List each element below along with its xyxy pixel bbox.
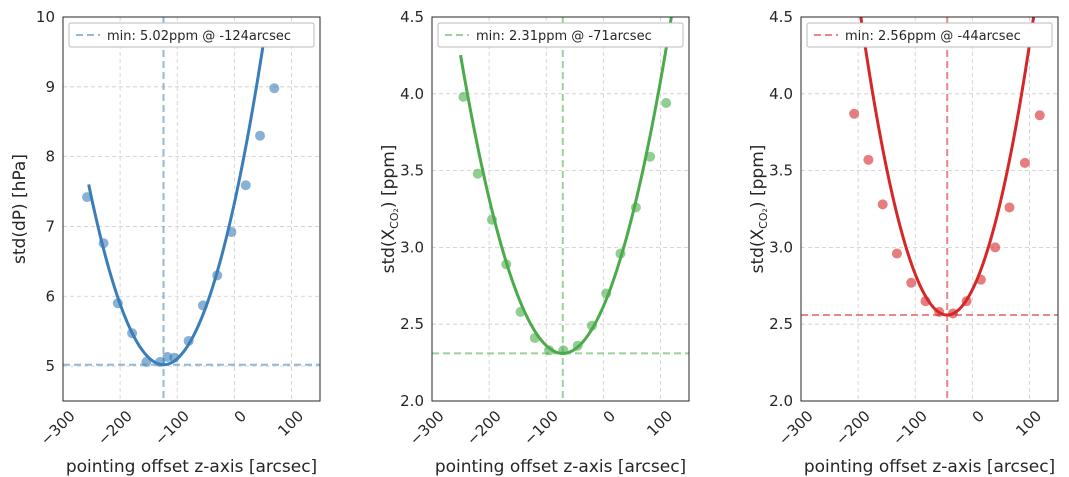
y-axis-title: std(dP) [hPa] bbox=[10, 154, 30, 264]
fit-curve bbox=[87, 31, 267, 367]
y-axis-title-main: std(dP) [hPa] bbox=[10, 154, 30, 264]
data-point bbox=[990, 242, 1001, 253]
y-axis-title-subscript: CO₂ bbox=[388, 208, 401, 229]
data-point bbox=[906, 277, 917, 288]
legend-box bbox=[437, 22, 684, 48]
legend-box bbox=[68, 22, 315, 48]
data-point bbox=[1019, 157, 1030, 168]
y-axis-title-suffix: ) [ppm] bbox=[748, 145, 768, 208]
y-axis-title-suffix: ) [ppm] bbox=[379, 145, 399, 208]
x-tick-label: 0 bbox=[969, 407, 988, 426]
legend-box bbox=[806, 22, 1053, 48]
y-tick-label: 2.0 bbox=[769, 392, 793, 410]
y-tick-label: 4.5 bbox=[400, 8, 424, 26]
y-tick-label: 2.5 bbox=[769, 315, 793, 333]
x-tick-label: −300 bbox=[37, 407, 79, 449]
plot-area bbox=[432, 17, 689, 401]
axes-frame bbox=[431, 16, 690, 402]
data-point bbox=[255, 130, 266, 141]
y-tick-label: 4.0 bbox=[400, 85, 424, 103]
x-tick-label: −300 bbox=[406, 407, 448, 449]
x-axis-title: pointing offset z-axis [arcsec] bbox=[66, 457, 317, 477]
y-tick-label: 9 bbox=[45, 78, 55, 96]
data-point bbox=[891, 248, 902, 259]
y-tick-label: 10 bbox=[36, 8, 55, 26]
data-point bbox=[472, 168, 483, 179]
fit-curve bbox=[859, 17, 1036, 317]
y-tick-label: 8 bbox=[45, 148, 55, 166]
x-tick-label: 0 bbox=[231, 407, 250, 426]
y-tick-label: 5 bbox=[45, 357, 55, 375]
x-tick-label: 100 bbox=[1012, 407, 1045, 440]
x-tick-label: 0 bbox=[600, 407, 619, 426]
legend: min: 2.56ppm @ -44arcsec bbox=[806, 22, 1053, 48]
x-tick-label: −100 bbox=[151, 407, 193, 449]
data-point bbox=[849, 108, 860, 119]
y-tick-label: 4.5 bbox=[769, 8, 793, 26]
legend-label: min: 2.56ppm @ -44arcsec bbox=[845, 29, 1021, 44]
data-point bbox=[240, 180, 251, 191]
y-axis-title: std(XCO₂) [ppm] bbox=[379, 145, 401, 274]
y-tick-label: 3.0 bbox=[769, 238, 793, 256]
data-point bbox=[863, 154, 874, 165]
x-tick-label: −100 bbox=[520, 407, 562, 449]
y-axis-title-main: std(X bbox=[748, 228, 768, 273]
chart-panel-2: 2.0 2.5 3.0 3.5 4.0 4.5 −300 −200 −100 0 100 pointi… bbox=[379, 8, 690, 477]
data-point bbox=[661, 98, 672, 109]
legend: min: 2.31ppm @ -71arcsec bbox=[437, 22, 684, 48]
y-tick-label: 6 bbox=[45, 287, 55, 305]
x-axis-title: pointing offset z-axis [arcsec] bbox=[435, 457, 686, 477]
y-axis-title-main: std(X bbox=[379, 228, 399, 273]
x-axis-title: pointing offset z-axis [arcsec] bbox=[804, 457, 1055, 477]
y-tick-label: 2.5 bbox=[400, 315, 424, 333]
x-tick-label: −200 bbox=[463, 407, 505, 449]
fit-curve bbox=[459, 17, 673, 355]
y-tick-label: 2.0 bbox=[400, 392, 424, 410]
legend-label: min: 2.31ppm @ -71arcsec bbox=[476, 29, 652, 44]
data-point bbox=[877, 199, 888, 210]
x-tick-label: −200 bbox=[832, 407, 874, 449]
x-tick-label: −200 bbox=[94, 407, 136, 449]
y-tick-label: 7 bbox=[45, 217, 55, 235]
y-tick-label: 4.0 bbox=[769, 85, 793, 103]
x-tick-label: 100 bbox=[643, 407, 676, 440]
axes-frame bbox=[800, 16, 1059, 402]
data-point bbox=[1034, 110, 1045, 121]
x-tick-label: 100 bbox=[274, 407, 307, 440]
y-axis-title: std(XCO₂) [ppm] bbox=[748, 145, 770, 274]
plot-area bbox=[801, 17, 1058, 401]
plot-area bbox=[63, 17, 320, 401]
chart-panel-1: 5 6 7 8 9 10 −300 −200 −100 0 100 pointing offset z… bbox=[10, 8, 321, 477]
x-tick-label: −100 bbox=[889, 407, 931, 449]
y-axis-title-subscript: CO₂ bbox=[757, 208, 770, 229]
data-point bbox=[269, 83, 280, 94]
y-tick-label: 3.0 bbox=[400, 238, 424, 256]
data-point bbox=[458, 91, 469, 102]
y-tick-label: 3.5 bbox=[769, 162, 793, 180]
legend: min: 5.02ppm @ -124arcsec bbox=[68, 22, 315, 48]
chart-panel-3: 2.0 2.5 3.0 3.5 4.0 4.5 −300 −200 −100 0 100 pointi… bbox=[748, 8, 1059, 477]
y-tick-label: 3.5 bbox=[400, 162, 424, 180]
x-tick-label: −300 bbox=[775, 407, 817, 449]
axes-frame bbox=[62, 16, 321, 402]
data-point bbox=[1004, 202, 1015, 213]
legend-label: min: 5.02ppm @ -124arcsec bbox=[107, 29, 291, 44]
